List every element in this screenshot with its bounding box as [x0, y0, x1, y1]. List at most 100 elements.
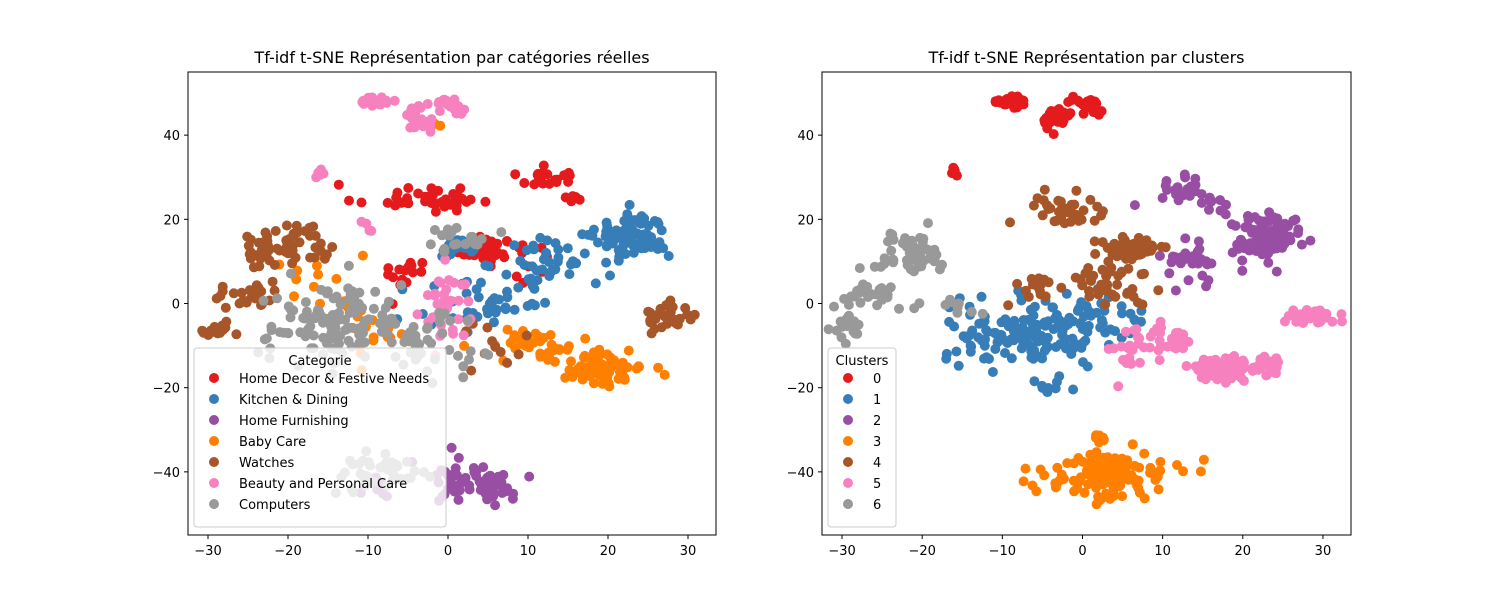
data-point [384, 318, 395, 328]
legend-marker [843, 415, 853, 425]
data-point [460, 279, 471, 290]
data-point [843, 310, 854, 321]
data-point [310, 230, 321, 241]
legend-marker [209, 415, 219, 425]
data-point [1020, 463, 1031, 474]
data-point [1263, 245, 1274, 256]
data-point [496, 227, 507, 238]
data-point [1195, 466, 1206, 477]
data-point [420, 116, 431, 127]
data-point [1051, 377, 1062, 387]
data-point [1237, 255, 1248, 266]
data-point [914, 298, 925, 309]
data-point [521, 330, 532, 341]
data-point [1271, 368, 1281, 379]
data-point [507, 493, 518, 504]
data-point [345, 305, 356, 316]
data-point [1049, 216, 1060, 227]
data-point [1100, 299, 1111, 310]
data-point [272, 243, 283, 254]
data-point [1156, 341, 1166, 352]
data-point [1303, 311, 1314, 322]
data-point [1118, 240, 1129, 250]
data-point [528, 244, 539, 255]
data-point [659, 369, 670, 380]
data-point [1161, 176, 1172, 186]
chart-title: Tf-idf t-SNE Représentation par catégori… [253, 48, 649, 67]
data-point [1073, 476, 1084, 487]
data-point [1018, 476, 1029, 487]
data-point [640, 241, 651, 252]
data-point [308, 330, 319, 341]
x-tick-label: −20 [908, 544, 935, 559]
data-point [1164, 268, 1175, 279]
x-tick-label: −10 [989, 544, 1016, 559]
data-point [593, 237, 603, 248]
data-point [1036, 279, 1046, 290]
data-point [386, 337, 397, 348]
data-point [480, 488, 491, 499]
data-point [1279, 316, 1290, 327]
data-point [1092, 201, 1103, 212]
data-point [525, 273, 536, 284]
data-point [925, 245, 935, 256]
data-point [453, 191, 464, 202]
data-point [1238, 355, 1248, 366]
legend-box [827, 347, 897, 528]
data-point [829, 301, 839, 312]
data-point [1093, 109, 1104, 120]
data-point [433, 276, 444, 287]
data-point [852, 285, 863, 296]
data-point [1198, 454, 1209, 465]
data-point [580, 333, 591, 344]
data-point [1079, 487, 1090, 498]
data-point [1083, 305, 1094, 316]
data-point [641, 233, 651, 244]
data-point [553, 244, 564, 255]
data-point [548, 345, 559, 356]
data-point [501, 269, 512, 280]
data-point [1097, 318, 1108, 329]
data-point [215, 291, 226, 301]
data-point [1226, 361, 1237, 372]
data-point [1126, 358, 1137, 369]
data-point [221, 316, 232, 327]
data-point [453, 494, 464, 505]
data-point [334, 338, 344, 349]
data-point [929, 256, 940, 267]
data-point [1071, 185, 1082, 196]
data-point [1037, 210, 1048, 221]
data-point [1108, 343, 1119, 354]
data-point [1048, 129, 1059, 140]
data-point [453, 314, 464, 325]
data-point [519, 178, 530, 188]
data-point [981, 325, 992, 335]
data-point [1105, 324, 1116, 335]
y-tick-label: −40 [787, 466, 814, 481]
data-point [1000, 348, 1010, 358]
data-point [464, 484, 475, 495]
legend: Categorie Home Decor & Festive Needs Kitch… [193, 347, 447, 528]
data-point [446, 442, 457, 453]
data-point [1039, 470, 1050, 481]
data-point [1248, 362, 1259, 373]
data-point [321, 249, 332, 260]
data-point [436, 197, 447, 207]
data-point [1032, 193, 1043, 204]
data-point [1085, 449, 1096, 460]
data-point [1118, 354, 1128, 365]
data-point [1196, 189, 1207, 200]
data-point [382, 197, 393, 208]
legend-label: Kitchen & Dining [239, 393, 348, 408]
data-point [1103, 256, 1114, 267]
data-point [1058, 115, 1069, 126]
data-point [1251, 246, 1262, 256]
data-point [562, 173, 573, 184]
data-point [979, 340, 990, 351]
legend-label: Home Furnishing [239, 414, 349, 429]
data-point [411, 116, 422, 127]
data-point [1051, 342, 1061, 352]
data-point [643, 220, 654, 231]
data-point [1206, 258, 1217, 269]
data-point [1060, 206, 1071, 217]
